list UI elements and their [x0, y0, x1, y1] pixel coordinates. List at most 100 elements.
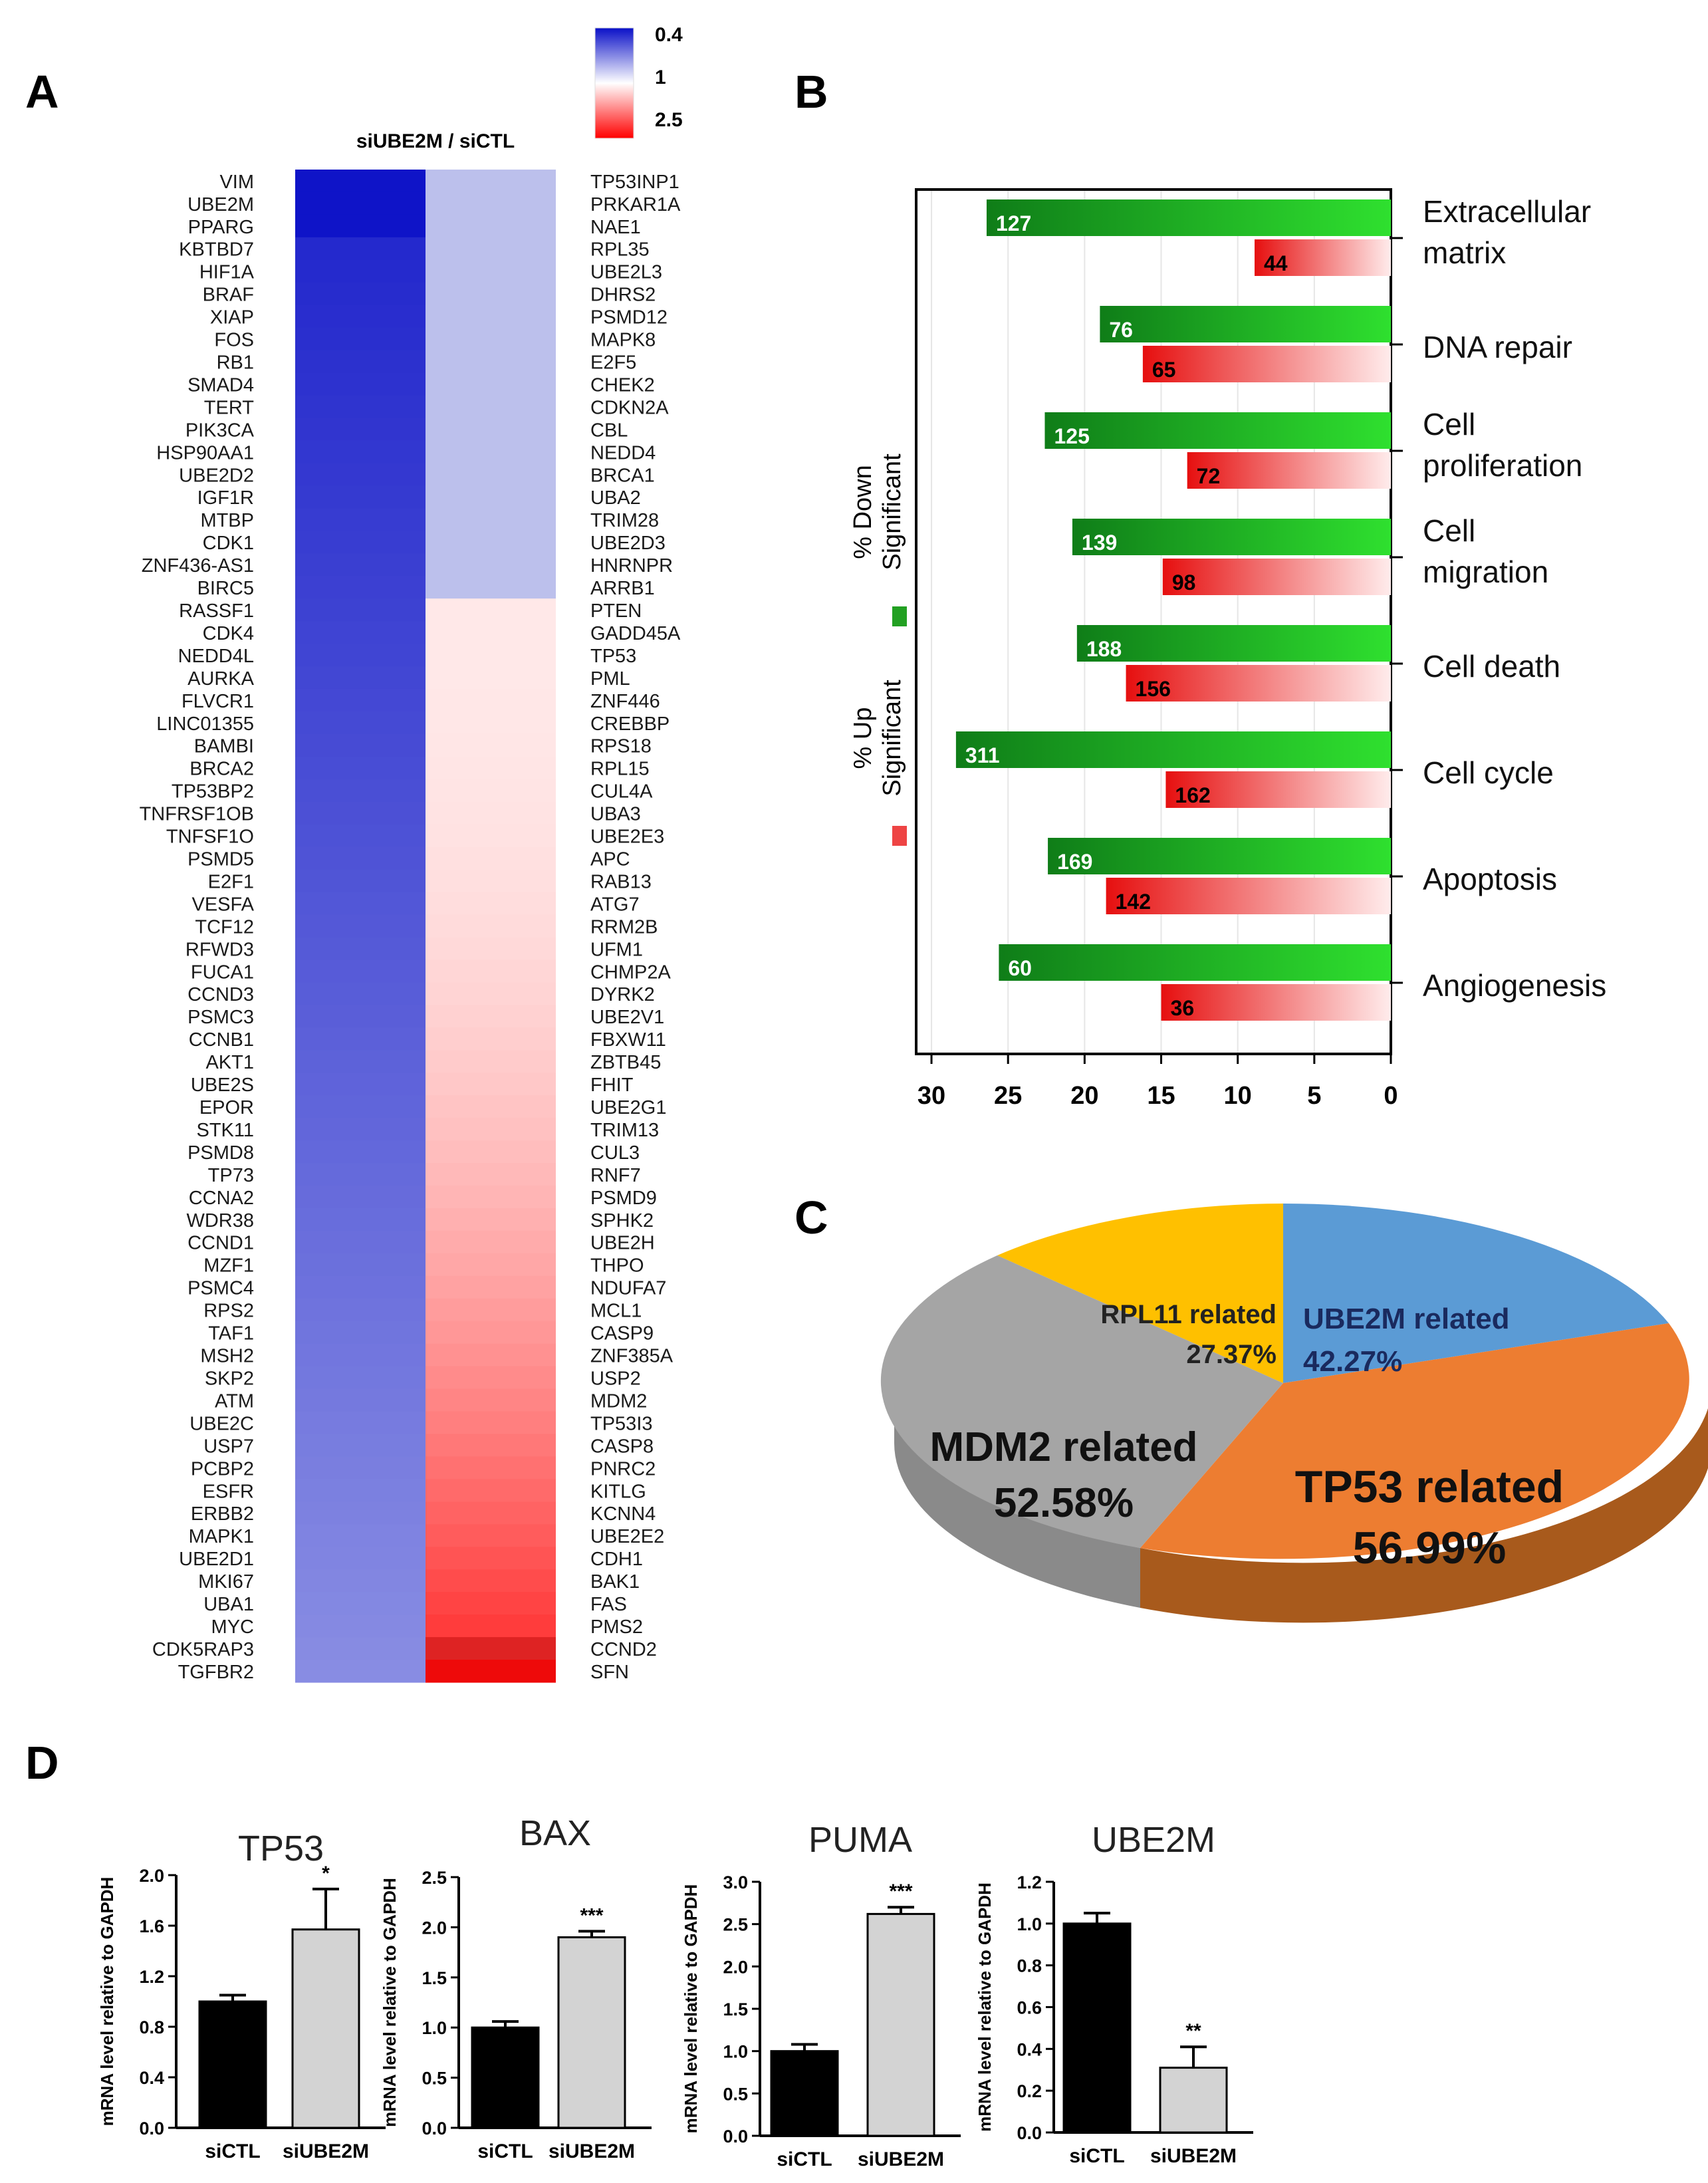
bar-down-count: 76	[1109, 318, 1133, 342]
y-axis-label-text: mRNA level relative to GAPDH	[975, 1882, 995, 2132]
heatmap-cell-col1	[295, 1547, 426, 1570]
y-tick-label: 0.8	[139, 2017, 164, 2037]
gene-label: ZBTB45	[590, 1052, 661, 1073]
heatmap-cell-col1	[295, 1140, 426, 1164]
bar-down-count: 311	[965, 743, 1000, 767]
gene-label: PNRC2	[590, 1458, 656, 1479]
x-category-label: siCTL	[205, 2140, 260, 2162]
heatmap-cell-col2	[426, 1140, 556, 1164]
heatmap-cell-col2	[426, 598, 556, 622]
gene-label: MAPK8	[590, 330, 656, 351]
heatmap-cell-col1	[295, 576, 426, 599]
heatmap-cell-col1	[295, 1185, 426, 1209]
pie-label-ube2m: UBE2M related	[1303, 1303, 1510, 1335]
heatmap-cell-col1	[295, 1163, 426, 1186]
heatmap-cell-col1	[295, 1208, 426, 1231]
heatmap-cell-col1	[295, 733, 426, 757]
heatmap-cell-col1	[295, 779, 426, 803]
gene-label: RPL15	[590, 759, 650, 780]
x-category-label: siUBE2M	[283, 2140, 369, 2162]
heatmap-cell-col1	[295, 1343, 426, 1367]
gene-label: UBE2V1	[590, 1007, 664, 1028]
gene-label: RB1	[217, 352, 254, 373]
gene-label: SFN	[590, 1662, 629, 1683]
category-label: Angiogenesis	[1423, 968, 1606, 1003]
heatmap-cell-col1	[295, 440, 426, 464]
gene-label: HSP90AA1	[156, 442, 254, 463]
heatmap-cell-col1	[295, 1118, 426, 1141]
heatmap-cell-col1	[295, 711, 426, 735]
pie-slice-mdm2	[880, 1255, 1283, 1548]
gene-label: CHEK2	[590, 374, 655, 396]
bar-up-4	[1162, 559, 1391, 595]
legend-text: Significant	[878, 453, 906, 571]
gene-label: MYC	[211, 1616, 254, 1638]
heatmap-cell-col1	[295, 824, 426, 848]
significance-marker: **	[1185, 2020, 1201, 2042]
subplot-title: PUMA	[808, 1820, 912, 1860]
heatmap-cell-col1	[295, 846, 426, 870]
gene-label: BRAF	[203, 285, 254, 306]
heatmap-cell-col2	[426, 485, 556, 509]
gene-label: PCBP2	[191, 1458, 254, 1479]
y-tick-label: 2.0	[139, 1866, 164, 1886]
gene-label: MSH2	[200, 1346, 254, 1367]
heatmap-cell-col1	[295, 1388, 426, 1412]
gene-label: ZNF446	[590, 691, 660, 712]
heatmap-cell-col2	[426, 170, 556, 193]
heatmap-cell-col2	[426, 914, 556, 938]
subplot-title: TP53	[238, 1829, 324, 1868]
pie-value-ube2m: 42.27%	[1303, 1345, 1402, 1378]
heatmap-cell-col2	[426, 1253, 556, 1277]
gene-label: NEDD4L	[178, 646, 254, 667]
bar-down-6	[955, 731, 1391, 768]
heatmap-cell-col2	[426, 1275, 556, 1299]
bar-sictl	[770, 2050, 839, 2137]
gene-label: UBE2L3	[590, 262, 662, 283]
heatmap-cell-col1	[295, 1366, 426, 1390]
heatmap-cells	[295, 170, 556, 1683]
heatmap-cell-col2	[426, 892, 556, 916]
subplot-title: UBE2M	[1092, 1820, 1215, 1860]
bar-down-7	[1048, 838, 1391, 874]
heatmap-cell-col1	[295, 1275, 426, 1299]
gene-label: HNRNPR	[590, 555, 673, 577]
pie-label-rpl11: RPL11 related	[1100, 1300, 1277, 1329]
significance-marker: ***	[580, 1904, 603, 1926]
heatmap-cell-col1	[295, 259, 426, 283]
heatmap-cell-col1	[295, 1524, 426, 1547]
heatmap-cell-col1	[295, 1321, 426, 1345]
heatmap-cell-col1	[295, 372, 426, 396]
y-tick-label: 0.0	[723, 2126, 748, 2146]
y-tick-label: 1.2	[1017, 1872, 1042, 1892]
bar-down-3	[1044, 412, 1391, 449]
heatmap-cell-col1	[295, 553, 426, 577]
gene-label: UBE2E2	[590, 1526, 664, 1547]
gene-label: UBE2M	[187, 194, 254, 215]
gene-label: MCL1	[590, 1301, 642, 1322]
heatmap-cell-col2	[426, 214, 556, 238]
bar-siube2m	[291, 1928, 360, 2129]
gene-label: CCND1	[187, 1233, 254, 1254]
bar-sictl	[198, 2000, 267, 2129]
heatmap-gene-labels-left: VIMUBE2MPPARGKBTBD7HIF1ABRAFXIAPFOSRB1SM…	[140, 172, 255, 1683]
gene-label: CDK4	[203, 623, 254, 644]
gene-label: PTEN	[590, 600, 642, 622]
heatmap-cell-col1	[295, 282, 426, 306]
y-tick-label: 0.5	[422, 2069, 447, 2089]
y-tick-label: 2.0	[723, 1957, 748, 1977]
bar-up-1	[1255, 239, 1391, 276]
gene-label: KCNN4	[590, 1503, 656, 1525]
heatmap-cell-col1	[295, 982, 426, 1005]
gene-label: SMAD4	[187, 374, 254, 396]
heatmap-cell-col1	[295, 1614, 426, 1638]
heatmap-cell-col2	[426, 846, 556, 870]
gene-label: VIM	[219, 172, 254, 193]
heatmap-cell-col2	[426, 531, 556, 554]
heatmap-cell-col2	[426, 259, 556, 283]
bar-sictl	[471, 2026, 540, 2129]
gene-label: ESFR	[203, 1481, 254, 1502]
heatmap-cell-col1	[295, 1027, 426, 1051]
heatmap-cell-col2	[426, 1456, 556, 1480]
gene-label: CDK1	[203, 533, 254, 554]
